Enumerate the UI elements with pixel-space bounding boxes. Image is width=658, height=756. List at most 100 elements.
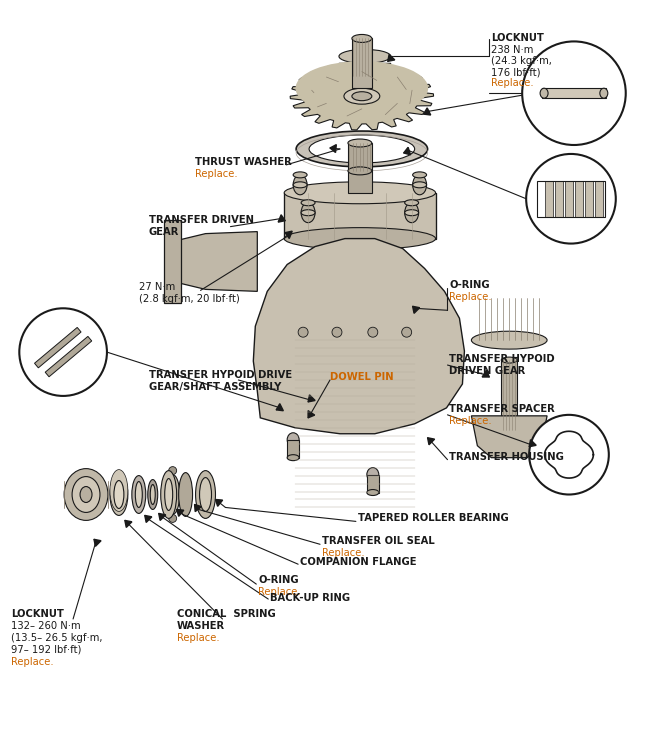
Ellipse shape <box>413 182 426 187</box>
Text: Replace.: Replace. <box>176 633 219 643</box>
Ellipse shape <box>150 485 155 504</box>
Text: (13.5– 26.5 kgf·m,: (13.5– 26.5 kgf·m, <box>11 633 103 643</box>
Ellipse shape <box>405 200 418 206</box>
Ellipse shape <box>338 79 392 89</box>
Polygon shape <box>404 147 411 155</box>
Circle shape <box>368 327 378 337</box>
Polygon shape <box>529 440 536 447</box>
Ellipse shape <box>164 479 172 510</box>
Ellipse shape <box>114 481 124 509</box>
Text: TRANSFER SPACER: TRANSFER SPACER <box>449 404 555 414</box>
Bar <box>585 181 593 217</box>
Text: (2.8 kgf·m, 20 lbf·ft): (2.8 kgf·m, 20 lbf·ft) <box>139 294 240 305</box>
Ellipse shape <box>301 209 315 215</box>
Text: 132– 260 N·m: 132– 260 N·m <box>11 621 81 631</box>
Polygon shape <box>253 239 465 434</box>
Ellipse shape <box>413 175 426 195</box>
Ellipse shape <box>501 447 517 453</box>
Text: GEAR: GEAR <box>149 227 179 237</box>
Bar <box>352 39 372 88</box>
Bar <box>565 181 573 217</box>
Ellipse shape <box>284 182 436 203</box>
Polygon shape <box>125 520 132 528</box>
Text: COMPANION FLANGE: COMPANION FLANGE <box>300 557 417 567</box>
Polygon shape <box>290 63 434 130</box>
Polygon shape <box>195 504 201 512</box>
Ellipse shape <box>600 88 608 98</box>
Bar <box>501 360 517 450</box>
Polygon shape <box>413 306 420 313</box>
Ellipse shape <box>471 331 547 349</box>
Polygon shape <box>176 510 184 516</box>
Text: 238 N·m: 238 N·m <box>492 45 534 55</box>
Ellipse shape <box>295 61 428 116</box>
Ellipse shape <box>348 139 372 147</box>
Ellipse shape <box>199 478 211 512</box>
Ellipse shape <box>351 82 379 87</box>
Text: LOCKNUT: LOCKNUT <box>11 609 64 619</box>
Text: O-RING: O-RING <box>449 280 490 290</box>
Text: Replace.: Replace. <box>449 416 492 426</box>
Ellipse shape <box>405 209 418 215</box>
Polygon shape <box>330 144 336 153</box>
Text: Replace.: Replace. <box>259 587 301 597</box>
Polygon shape <box>482 370 490 377</box>
Ellipse shape <box>301 290 418 321</box>
Ellipse shape <box>341 68 389 80</box>
Polygon shape <box>181 231 257 291</box>
Text: THRUST WASHER: THRUST WASHER <box>195 157 291 167</box>
Text: Replace.: Replace. <box>449 293 492 302</box>
Text: DOWEL PIN: DOWEL PIN <box>330 372 393 382</box>
Polygon shape <box>159 513 166 520</box>
Bar <box>45 336 91 376</box>
Ellipse shape <box>405 203 418 223</box>
Ellipse shape <box>293 182 307 187</box>
Text: 97– 192 lbf·ft): 97– 192 lbf·ft) <box>11 645 82 655</box>
Polygon shape <box>424 108 431 115</box>
Polygon shape <box>428 438 435 445</box>
Polygon shape <box>471 416 547 457</box>
Circle shape <box>526 154 616 243</box>
Text: Replace.: Replace. <box>322 548 365 558</box>
Ellipse shape <box>284 228 436 249</box>
Circle shape <box>404 296 420 311</box>
Polygon shape <box>339 64 391 74</box>
Ellipse shape <box>195 470 215 519</box>
Ellipse shape <box>309 135 415 163</box>
Polygon shape <box>278 215 285 222</box>
Text: CONICAL  SPRING: CONICAL SPRING <box>176 609 276 619</box>
Ellipse shape <box>72 476 100 513</box>
Polygon shape <box>285 231 292 239</box>
Text: 27 N·m: 27 N·m <box>139 283 175 293</box>
Text: Replace.: Replace. <box>195 169 237 179</box>
Text: Replace.: Replace. <box>11 657 54 667</box>
Polygon shape <box>276 404 284 411</box>
Ellipse shape <box>367 468 379 482</box>
Bar <box>575 181 583 217</box>
Circle shape <box>529 415 609 494</box>
Circle shape <box>168 514 176 522</box>
Ellipse shape <box>501 357 517 363</box>
Bar <box>537 181 605 217</box>
Text: TRANSFER DRIVEN: TRANSFER DRIVEN <box>149 215 254 225</box>
Text: GEAR/SHAFT ASSEMBLY: GEAR/SHAFT ASSEMBLY <box>149 382 281 392</box>
Polygon shape <box>215 500 222 507</box>
Ellipse shape <box>287 432 299 447</box>
Text: TRANSFER OIL SEAL: TRANSFER OIL SEAL <box>322 536 435 547</box>
Ellipse shape <box>110 473 128 516</box>
Ellipse shape <box>64 469 108 520</box>
Polygon shape <box>94 539 101 547</box>
Text: TRANSFER HOUSING: TRANSFER HOUSING <box>449 451 565 462</box>
Bar <box>595 181 603 217</box>
Bar <box>542 88 606 98</box>
Bar <box>367 475 379 492</box>
Ellipse shape <box>413 172 426 178</box>
Ellipse shape <box>293 175 307 195</box>
Polygon shape <box>308 411 315 418</box>
Circle shape <box>522 42 626 145</box>
Text: TAPERED ROLLER BEARING: TAPERED ROLLER BEARING <box>358 513 509 523</box>
Ellipse shape <box>287 454 299 460</box>
Ellipse shape <box>352 35 372 42</box>
Ellipse shape <box>301 200 315 206</box>
Ellipse shape <box>178 472 193 516</box>
